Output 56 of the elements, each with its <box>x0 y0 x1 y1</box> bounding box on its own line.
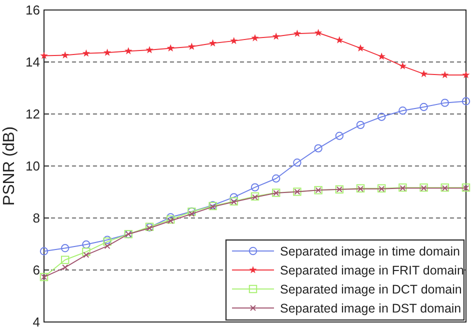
point <box>398 62 407 70</box>
y-tick-label: 12 <box>26 106 40 122</box>
point <box>335 132 344 140</box>
point <box>293 158 302 167</box>
y-tick-label: 16 <box>26 2 40 18</box>
y-tick-label: 14 <box>26 54 40 70</box>
point <box>188 42 196 50</box>
point <box>336 36 344 44</box>
point <box>420 70 428 78</box>
point <box>82 49 90 57</box>
point <box>462 71 470 78</box>
point <box>82 248 90 256</box>
point <box>82 240 90 249</box>
legend-label: Separated image in time domain <box>280 244 460 258</box>
point <box>251 34 259 42</box>
point <box>250 183 260 192</box>
y-axis-title: PSNR (dB) <box>1 126 18 206</box>
point <box>208 39 217 47</box>
point <box>462 97 470 106</box>
point <box>440 98 449 107</box>
y-tick-label: 4 <box>32 314 40 330</box>
point <box>61 256 70 264</box>
legend-label: Separated image in DCT domain <box>280 282 462 296</box>
point <box>83 252 90 258</box>
point <box>61 51 69 58</box>
point <box>103 48 112 56</box>
point <box>188 210 195 217</box>
point <box>168 218 174 224</box>
legend-label: Separated image in FRIT domain <box>280 263 464 278</box>
point <box>166 215 175 224</box>
point <box>40 52 48 59</box>
point <box>104 243 110 250</box>
point <box>124 47 132 54</box>
point <box>230 193 238 202</box>
point <box>420 102 428 112</box>
point <box>378 112 386 121</box>
point <box>61 244 70 252</box>
point <box>293 30 302 37</box>
point <box>146 46 154 54</box>
point <box>356 120 365 130</box>
point <box>166 44 174 52</box>
point <box>356 44 364 52</box>
y-tick-label: 10 <box>26 158 40 174</box>
point <box>314 28 322 36</box>
point <box>314 144 322 152</box>
point <box>230 36 238 44</box>
point <box>441 71 449 78</box>
legend-label: Separated image in DST domain <box>280 301 462 316</box>
point <box>272 32 280 40</box>
point <box>272 174 280 183</box>
point <box>62 264 68 270</box>
point <box>398 106 407 115</box>
point <box>378 52 386 60</box>
y-tick-label: 8 <box>32 210 40 226</box>
y-tick-label: 6 <box>32 262 40 278</box>
point <box>40 247 48 256</box>
